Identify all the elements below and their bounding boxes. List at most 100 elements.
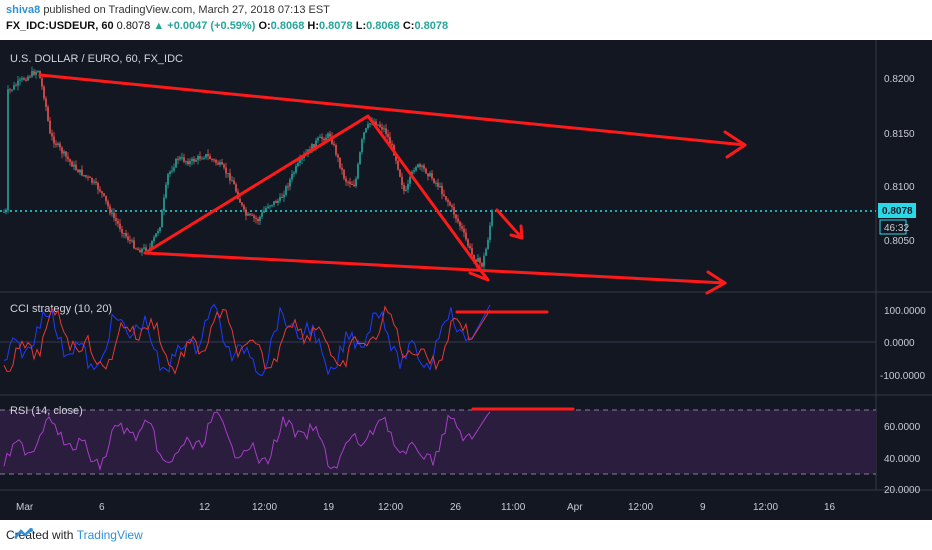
candle-body <box>313 144 315 148</box>
created-with: Created with TradingView <box>6 528 143 542</box>
candle-body <box>329 133 331 137</box>
candle-body <box>477 258 479 262</box>
chart-area[interactable]: 0.8200 0.8150 0.8100 0.8050 100.0000 0.0… <box>0 40 932 520</box>
candle-body <box>423 165 425 169</box>
candle-body <box>41 78 43 87</box>
candle-body <box>229 173 231 181</box>
cci-pane-title[interactable]: CCI strategy (10, 20) <box>10 303 112 315</box>
candle-body <box>467 239 469 246</box>
candle-body <box>251 214 253 216</box>
candle-body <box>427 173 429 177</box>
candle-body <box>85 175 87 177</box>
triangle-lines[interactable] <box>148 114 490 282</box>
candle-body <box>397 160 399 170</box>
candle-body <box>165 184 167 198</box>
candle-body <box>29 76 31 78</box>
candle-body <box>37 70 39 72</box>
author-link[interactable]: shiva8 <box>6 4 41 16</box>
symbol-interval[interactable]: FX_IDC:USDEUR, 60 <box>6 20 114 32</box>
candle-body <box>217 162 219 165</box>
candle-body <box>33 71 35 75</box>
chart-canvas[interactable]: 0.8200 0.8150 0.8100 0.8050 100.0000 0.0… <box>0 40 932 520</box>
price-tick: 0.8150 <box>884 129 915 140</box>
main-pane-title: U.S. DOLLAR / EURO, 60, FX_IDC <box>10 53 183 65</box>
time-tick: 16 <box>824 502 836 513</box>
candle-body <box>27 76 29 81</box>
candle-body <box>357 164 359 179</box>
candle-body <box>447 199 449 203</box>
candle-body <box>255 217 257 219</box>
candle-body <box>9 89 11 91</box>
rsi-line <box>3 411 491 472</box>
candle-body <box>415 167 417 171</box>
candle-body <box>401 176 403 186</box>
price-change: ▲ +0.0047 (+0.59%) <box>153 20 256 32</box>
tradingview-link[interactable]: TradingView <box>76 528 143 542</box>
candle-body <box>173 167 175 171</box>
candle-body <box>469 245 471 249</box>
candle-body <box>103 193 105 196</box>
candle-body <box>283 194 285 198</box>
time-tick: 26 <box>450 502 462 513</box>
candle-body <box>351 184 353 186</box>
candle-body <box>143 247 145 249</box>
candle-body <box>205 154 207 158</box>
open-value: 0.8068 <box>270 20 305 32</box>
candle-body <box>19 79 21 81</box>
candle-body <box>13 85 15 90</box>
candle-body <box>99 189 101 192</box>
candle-body <box>81 169 83 176</box>
candle-body <box>181 157 183 159</box>
candle-body <box>187 161 189 165</box>
candle-body <box>321 136 323 139</box>
candle-body <box>35 71 37 75</box>
candle-body <box>101 191 103 194</box>
candle-body <box>311 144 313 152</box>
candle-body <box>109 206 111 214</box>
candle-body <box>17 80 19 86</box>
current-price-badge <box>878 203 916 218</box>
candle-body <box>235 184 237 192</box>
candle-body <box>355 178 357 187</box>
candle-body <box>429 173 431 177</box>
candle-body <box>475 259 477 262</box>
cci-tick: -100.0000 <box>880 371 925 382</box>
time-axis[interactable]: Mar 6 12 12:00 19 12:00 26 11:00 Apr 12:… <box>16 502 836 513</box>
candle-body <box>183 157 185 162</box>
candle-body <box>435 182 437 184</box>
time-tick: 12:00 <box>753 502 778 513</box>
down-arrow-line[interactable] <box>495 208 524 240</box>
rsi-tick: 20.0000 <box>884 485 921 496</box>
candle-body <box>139 250 141 253</box>
candle-body <box>21 78 23 80</box>
rsi-pane-title[interactable]: RSI (14, close) <box>10 405 83 417</box>
candle-body <box>263 210 265 213</box>
candle-body <box>319 136 321 138</box>
candle-body <box>407 183 409 190</box>
candle-body <box>69 159 71 162</box>
candle-body <box>279 197 281 201</box>
upper-trendline[interactable] <box>38 73 747 147</box>
time-tick: Apr <box>567 502 583 513</box>
candle-body <box>177 158 179 160</box>
rsi-band <box>0 410 876 474</box>
candle-body <box>325 137 327 141</box>
candle-body <box>227 173 229 175</box>
close-value: 0.8078 <box>414 20 449 32</box>
candle-body <box>75 164 77 170</box>
price-tick: 0.8050 <box>884 236 915 247</box>
candle-body <box>323 138 325 141</box>
candle-body <box>167 174 169 185</box>
annotation-drawings[interactable] <box>38 73 747 411</box>
open-label: O: <box>258 20 271 32</box>
lower-trendline[interactable] <box>143 251 727 285</box>
price-tick: 0.8100 <box>884 182 915 193</box>
candle-body <box>331 136 333 144</box>
candle-body <box>7 89 9 211</box>
candle-body <box>287 186 289 188</box>
candle-body <box>5 210 7 212</box>
candle-body <box>153 237 155 241</box>
candle-body <box>51 133 53 137</box>
candle-body <box>483 255 485 267</box>
candle-body <box>273 201 275 205</box>
